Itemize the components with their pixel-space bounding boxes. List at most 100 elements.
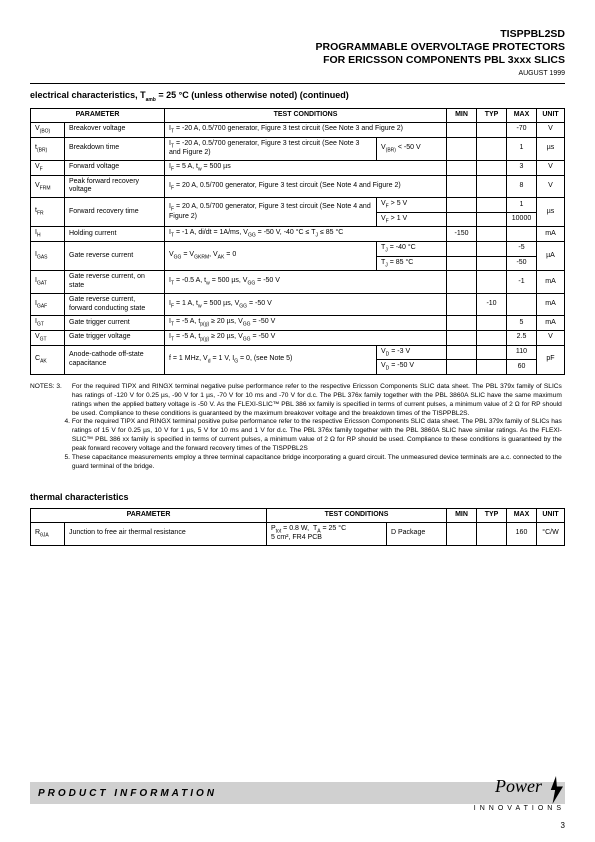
table-row: VF Forward voltage IF = 5 A, tw = 500 µs… <box>31 160 565 175</box>
notes-block: NOTES: 3. For the required TIPX and RING… <box>30 383 565 472</box>
cell-min <box>447 256 477 271</box>
cell-unit: µs <box>537 198 565 227</box>
cell-param: Gate trigger voltage <box>65 330 165 345</box>
cell-typ <box>477 198 507 213</box>
cell-symbol: VGT <box>31 330 65 345</box>
table-row: IGT Gate trigger current IT = -5 A, tp(g… <box>31 316 565 331</box>
cell-typ <box>477 522 507 545</box>
cell-max: -5 <box>507 242 537 257</box>
cell-unit: V <box>537 122 565 137</box>
cell-symbol: IGAF <box>31 293 65 316</box>
cell-unit: pF <box>537 345 565 374</box>
cell-cond: VGG = VGKRM, VAK = 0 <box>165 242 377 271</box>
cell-cond: IT = -1 A, di/dt = 1A/ms, VGG = -50 V, -… <box>165 227 447 242</box>
notes-num: 5. <box>30 454 70 463</box>
notes-num: 4. <box>30 418 70 427</box>
cell-param: Anode-cathode off-state capacitance <box>65 345 165 374</box>
cell-cond: IT = -5 A, tp(g) ≥ 20 µs, VGG = -50 V <box>165 330 447 345</box>
cell-cond: IF = 1 A, tw = 500 µs, VGG = -50 V <box>165 293 447 316</box>
cell-cond: f = 1 MHz, Vd = 1 V, IG = 0, (see Note 5… <box>165 345 377 374</box>
header-line2: PROGRAMMABLE OVERVOLTAGE PROTECTORS <box>30 41 565 54</box>
section-title-electrical: electrical characteristics, Tamb = 25 °C… <box>30 90 565 103</box>
th-typ: TYP <box>477 508 507 522</box>
cell-min <box>447 212 477 227</box>
cell-cond: IT = -5 A, tp(g) ≥ 20 µs, VGG = -50 V <box>165 316 447 331</box>
note-text: These capacitance measurements employ a … <box>72 454 562 472</box>
cell-symbol: t(BR) <box>31 137 65 160</box>
th-max: MAX <box>507 109 537 123</box>
table-header-row: PARAMETER TEST CONDITIONS MIN TYP MAX UN… <box>31 109 565 123</box>
cell-cond: IF = 20 A, 0.5/700 generator, Figure 3 t… <box>165 175 447 198</box>
table-row: IH Holding current IT = -1 A, di/dt = 1A… <box>31 227 565 242</box>
cell-min <box>447 242 477 257</box>
table-row: V(BO) Breakover voltage IT = -20 A, 0.5/… <box>31 122 565 137</box>
cell-max: 1 <box>507 198 537 213</box>
logo-subtext: INNOVATIONS <box>474 805 565 812</box>
cell-unit: mA <box>537 227 565 242</box>
header-line3: FOR ERICSSON COMPONENTS PBL 3xxx SLICS <box>30 54 565 67</box>
cell-symbol: tFR <box>31 198 65 227</box>
cell-unit: µs <box>537 137 565 160</box>
cell-param: Forward recovery time <box>65 198 165 227</box>
section-title-thermal: thermal characteristics <box>30 492 565 502</box>
cell-cond2: VD = -3 V <box>377 345 447 360</box>
cell-cond: IT = -20 A, 0.5/700 generator, Figure 3 … <box>165 137 377 160</box>
cell-max <box>507 293 537 316</box>
cell-min: -150 <box>447 227 477 242</box>
cell-max: 3 <box>507 160 537 175</box>
electrical-table: PARAMETER TEST CONDITIONS MIN TYP MAX UN… <box>30 108 565 375</box>
cell-symbol: IH <box>31 227 65 242</box>
notes-label: NOTES: 3. <box>30 383 70 392</box>
table-row: IGAF Gate reverse current, forward condu… <box>31 293 565 316</box>
table-row: CAK Anode-cathode off-state capacitance … <box>31 345 565 360</box>
cell-symbol: IGAS <box>31 242 65 271</box>
cell-param: Breakover voltage <box>65 122 165 137</box>
cell-typ <box>477 360 507 375</box>
cell-param: Gate trigger current <box>65 316 165 331</box>
cell-typ <box>477 330 507 345</box>
cell-cond: IT = -20 A, 0.5/700 generator, Figure 3 … <box>165 122 447 137</box>
note-text: For the required TIPX and RINGX terminal… <box>72 383 562 419</box>
cell-cond2: VF > 1 V <box>377 212 447 227</box>
cell-max: 8 <box>507 175 537 198</box>
cell-param: Gate reverse current, on state <box>65 271 165 294</box>
cell-unit: mA <box>537 293 565 316</box>
cell-typ <box>477 256 507 271</box>
th-conditions: TEST CONDITIONS <box>267 508 447 522</box>
table-row: RθJA Junction to free air thermal resist… <box>31 522 565 545</box>
cell-unit: V <box>537 330 565 345</box>
cell-max: 2.5 <box>507 330 537 345</box>
footer-bar-text: PRODUCT INFORMATION <box>38 788 217 799</box>
cell-unit: mA <box>537 316 565 331</box>
cell-min <box>447 198 477 213</box>
cell-min <box>447 330 477 345</box>
cell-unit: V <box>537 175 565 198</box>
cell-min <box>447 137 477 160</box>
table-row: tFR Forward recovery time IF = 20 A, 0.5… <box>31 198 565 213</box>
cell-typ <box>477 137 507 160</box>
cell-unit: µA <box>537 242 565 271</box>
cell-cond2: D Package <box>387 522 447 545</box>
logo-text: Power <box>495 776 542 796</box>
cell-cond2: V(BR) < -50 V <box>377 137 447 160</box>
th-parameter: PARAMETER <box>31 109 165 123</box>
cell-param: Breakdown time <box>65 137 165 160</box>
table-row: IGAS Gate reverse current VGG = VGKRM, V… <box>31 242 565 257</box>
cell-typ <box>477 316 507 331</box>
cell-unit: mA <box>537 271 565 294</box>
header-line1: TISPPBL2SD <box>30 28 565 41</box>
cell-param: Junction to free air thermal resistance <box>65 522 267 545</box>
cell-symbol: IGAT <box>31 271 65 294</box>
logo: Power INNOVATIONS <box>474 776 565 812</box>
bolt-icon <box>547 776 565 804</box>
cell-cond2: VF > 5 V <box>377 198 447 213</box>
cell-cond2: TJ = -40 °C <box>377 242 447 257</box>
cell-param: Gate reverse current <box>65 242 165 271</box>
cell-max: -1 <box>507 271 537 294</box>
cell-cond: IF = 20 A, 0.5/700 generator, Figure 3 t… <box>165 198 377 227</box>
cell-min <box>447 122 477 137</box>
cell-cond2: VD = -50 V <box>377 360 447 375</box>
note-text: For the required TIPX and RINGX terminal… <box>72 418 562 454</box>
cell-unit: °C/W <box>537 522 565 545</box>
thermal-table: PARAMETER TEST CONDITIONS MIN TYP MAX UN… <box>30 508 565 546</box>
